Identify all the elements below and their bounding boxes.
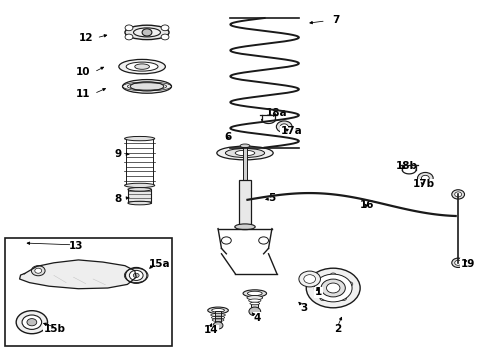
Circle shape [125,34,133,40]
Ellipse shape [122,80,172,93]
Text: 16: 16 [360,200,375,210]
Ellipse shape [235,224,255,230]
Text: 5: 5 [269,193,275,203]
Ellipse shape [125,25,169,40]
Bar [243,146,247,180]
Circle shape [161,25,169,31]
Text: 1: 1 [315,287,322,297]
Circle shape [125,25,133,31]
Circle shape [213,322,223,329]
Ellipse shape [212,309,224,312]
Bar [128,189,151,203]
Ellipse shape [135,64,149,69]
Circle shape [452,190,465,199]
Text: 8: 8 [114,194,121,204]
Ellipse shape [247,291,262,296]
Circle shape [27,319,37,326]
Text: 2: 2 [335,324,342,334]
Circle shape [125,267,147,283]
Circle shape [31,266,45,276]
Circle shape [280,124,288,130]
Text: 9: 9 [114,149,121,159]
Text: 11: 11 [76,89,91,99]
Ellipse shape [249,299,261,302]
Circle shape [347,282,353,286]
Ellipse shape [250,302,260,305]
Text: 6: 6 [224,132,231,142]
Circle shape [249,307,261,316]
Ellipse shape [225,148,265,157]
Circle shape [306,268,360,308]
Text: 12: 12 [78,33,93,43]
Bar [251,295,258,310]
Ellipse shape [130,82,164,91]
Circle shape [142,29,152,36]
Text: 17a: 17a [281,126,302,136]
Ellipse shape [124,136,155,141]
Ellipse shape [128,188,151,191]
Bar [5,238,172,346]
Circle shape [314,282,319,286]
Circle shape [455,192,462,197]
Circle shape [259,237,269,244]
Ellipse shape [133,28,161,37]
Circle shape [321,279,345,297]
Text: 10: 10 [76,67,91,77]
Text: 7: 7 [332,15,340,25]
Ellipse shape [240,144,250,148]
Ellipse shape [247,296,263,300]
Circle shape [455,260,462,265]
Circle shape [22,315,42,329]
Circle shape [304,275,316,283]
Ellipse shape [243,290,267,297]
Text: 17b: 17b [413,179,435,189]
Circle shape [452,258,465,267]
Circle shape [315,274,352,302]
Circle shape [417,172,433,184]
Ellipse shape [208,307,228,314]
Circle shape [161,34,169,40]
Text: 18b: 18b [396,161,417,171]
Bar [239,180,251,227]
Text: 3: 3 [300,303,307,313]
Circle shape [421,175,429,181]
Ellipse shape [124,183,155,188]
Circle shape [16,311,48,334]
Ellipse shape [128,201,151,205]
Circle shape [326,283,340,293]
Circle shape [35,268,42,273]
Circle shape [330,273,336,277]
Bar [215,311,221,324]
Text: 13: 13 [69,240,83,251]
Text: 15a: 15a [148,258,170,269]
Circle shape [341,296,346,301]
Text: 15b: 15b [44,324,66,334]
Text: 19: 19 [461,258,475,269]
Ellipse shape [126,62,158,71]
Ellipse shape [119,59,165,74]
Circle shape [133,273,139,278]
Ellipse shape [235,150,255,156]
Circle shape [276,121,292,132]
Ellipse shape [217,146,273,160]
Circle shape [221,237,231,244]
Text: 14: 14 [203,325,218,336]
Circle shape [129,270,143,280]
Circle shape [320,296,326,301]
Polygon shape [20,260,136,289]
Text: 4: 4 [253,312,261,323]
Text: 18a: 18a [266,108,288,118]
Circle shape [299,271,320,287]
